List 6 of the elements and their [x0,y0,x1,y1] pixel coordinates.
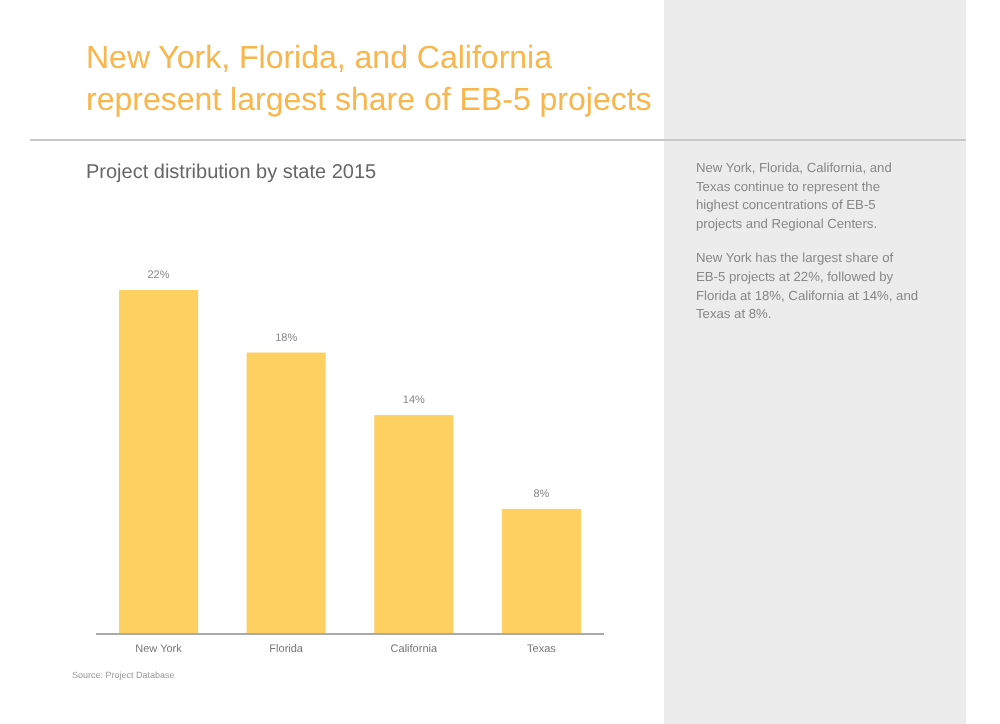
bar [246,352,326,634]
bar [118,290,199,634]
chart-title: New York, Florida, and California represent largest share of EB-5 projects [86,42,652,118]
bar [501,508,582,634]
chart-subtitle: Project distribution by state 2015 [86,162,378,184]
bar [374,415,454,634]
